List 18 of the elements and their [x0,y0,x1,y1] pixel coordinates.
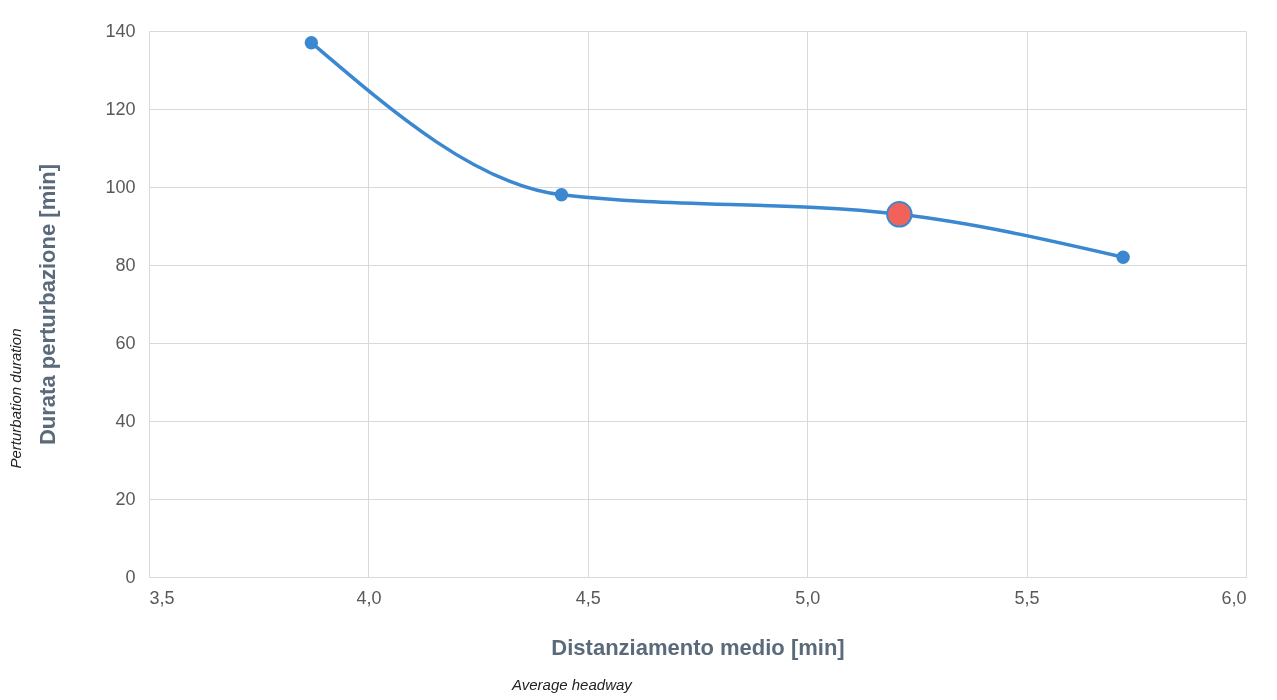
x-tick-label: 3,5 [149,587,175,608]
y-tick-label: 20 [115,488,136,509]
y-tick-label: 120 [105,98,136,119]
y-axis-title: Durata perturbazione [min] [35,163,61,446]
text: Perturbation duration [6,327,24,471]
y-tick-label: 100 [105,176,136,197]
text: Average headway [512,676,632,693]
x-tick-label: 5,0 [795,587,821,608]
y-tick-label: 40 [115,410,136,431]
x-tick-label: 4,0 [356,587,382,608]
x-tick-label: 4,5 [575,587,601,608]
y-tick-label: 140 [105,20,136,41]
x-tick-label: 6,0 [1221,587,1247,608]
y-tick-label: 60 [115,332,136,353]
y-tick-label: 0 [125,566,136,587]
x-axis-title: Distanziamento medio [min] [551,634,845,660]
x-tick-label: 5,5 [1014,587,1040,608]
y-tick-label: 80 [115,254,136,275]
